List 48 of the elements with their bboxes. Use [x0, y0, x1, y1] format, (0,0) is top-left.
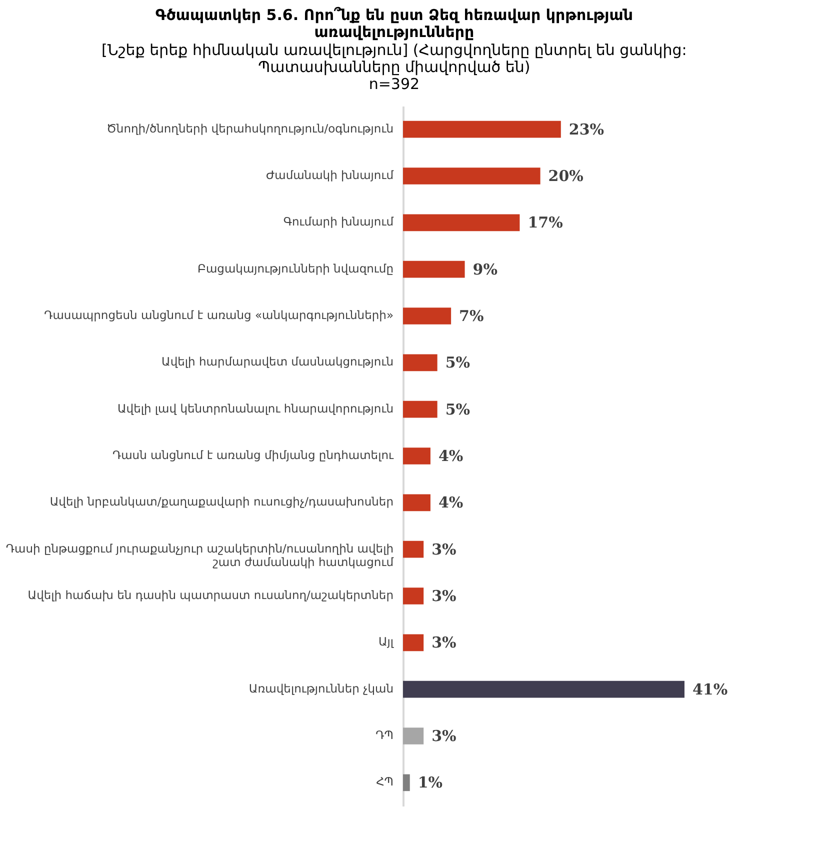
bar	[403, 540, 424, 558]
bar	[403, 308, 452, 324]
data-label: 4%	[438, 494, 464, 512]
y-tick-label: Ավելի հաճախ են դասին պատրաստ ուսանող/աշակերտներ	[28, 588, 394, 602]
bar	[403, 680, 684, 698]
y-tick-label: Ավելի լավ կենտրոնանալու հնարավորություն	[117, 401, 394, 416]
bar	[403, 494, 430, 512]
bar	[403, 120, 561, 138]
y-tick-label: Դասն անցնում է առանց միմյանց ընդհատելու	[112, 448, 394, 462]
chart-subtitle: [Նշեք երեք հիմնական առավելություն] (Հարցվողները ընտրել են ցանկից: Պատասխանները միավորված են)	[102, 41, 687, 76]
data-label: 23%	[568, 120, 604, 138]
y-tick-label: Դասի ընթացքում յուրաքանչյուր աշակերտին/ուսանողին ավելի շատ ժամանակի հատկացում	[6, 541, 394, 569]
bar	[403, 354, 438, 372]
data-label: 1%	[418, 774, 443, 792]
data-label: 5%	[445, 354, 470, 372]
bar	[403, 588, 424, 604]
data-label: 9%	[472, 260, 498, 278]
y-tick-label: Ավելի հարմարավետ մասնակցություն	[162, 354, 394, 369]
bar	[403, 260, 465, 278]
bar	[403, 214, 520, 232]
data-label: 3%	[432, 587, 456, 605]
y-tick-label: ԴՊ	[376, 728, 394, 742]
data-label: 3%	[432, 634, 456, 652]
data-label: 41%	[692, 680, 728, 698]
y-tick-label: ՀՊ	[376, 774, 394, 789]
text: n=392	[368, 75, 420, 93]
y-tick-label: Դասապրոցեսն անցնում է առանց «անկարգությունների»	[44, 308, 394, 322]
data-label: 5%	[445, 400, 470, 418]
data-label: 7%	[459, 307, 484, 325]
bar	[403, 448, 430, 464]
bar	[403, 400, 438, 418]
y-tick-label: Ծնողի/ծնողների վերահսկողություն/օգնություն	[106, 121, 394, 136]
data-label: 4%	[438, 447, 464, 465]
data-label: 3%	[432, 540, 456, 558]
y-tick-label: Բացակայությունների նվազումը	[198, 261, 394, 276]
chart-title: Գծապատկեր 5.6. Որո՞նք են ըստ Ձեզ հեռավար կրթության առավելությունները	[155, 6, 633, 41]
y-tick-label: Ավելի նրբանկատ/քաղաքավարի ուսուցիչ/դասախոսներ	[50, 494, 394, 509]
y-tick-label: Գումարի խնայում	[283, 214, 394, 229]
bar	[403, 728, 424, 744]
y-tick-label: Առավելություններ չկան	[248, 681, 394, 696]
y-tick-label: Այլ	[378, 634, 394, 649]
bar	[403, 774, 410, 792]
bar	[403, 634, 424, 652]
data-label: 20%	[548, 167, 584, 185]
bar	[403, 168, 540, 184]
data-label: 17%	[528, 214, 563, 232]
y-tick-label: Ժամանակի խնայում	[266, 168, 394, 182]
data-label: 3%	[432, 727, 456, 745]
